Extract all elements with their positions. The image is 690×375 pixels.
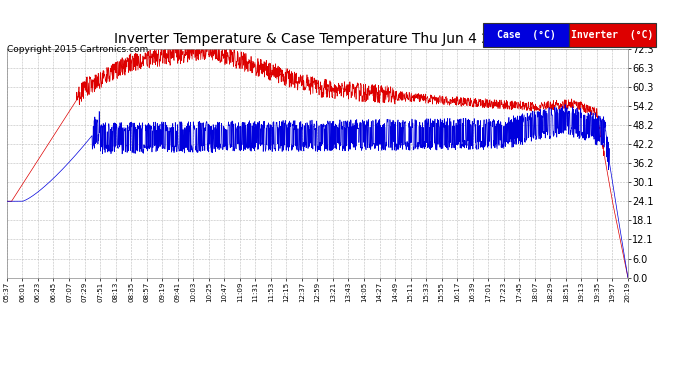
Text: Inverter  (°C): Inverter (°C) <box>571 30 653 40</box>
Title: Inverter Temperature & Case Temperature Thu Jun 4 20:20: Inverter Temperature & Case Temperature … <box>114 32 521 46</box>
Text: Case  (°C): Case (°C) <box>497 30 555 40</box>
Text: Copyright 2015 Cartronics.com: Copyright 2015 Cartronics.com <box>7 45 148 54</box>
